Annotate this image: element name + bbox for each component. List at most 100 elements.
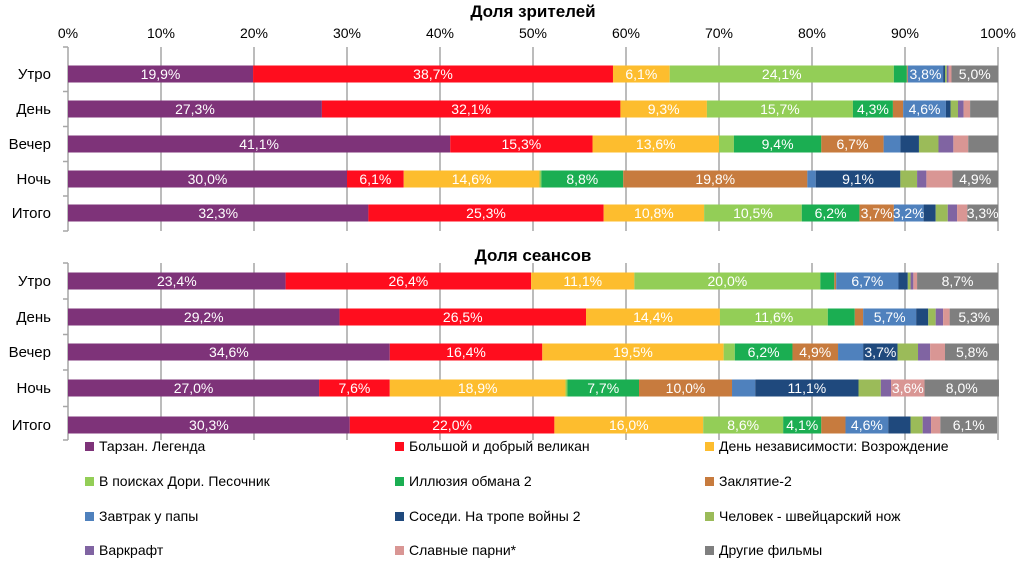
bar-segment	[935, 204, 948, 222]
bar-segment	[952, 170, 998, 188]
data-label: 6,1%	[953, 417, 985, 433]
chart-title-viewers: Доля зрителей	[470, 2, 595, 21]
x-tick-label: 100%	[980, 25, 1016, 41]
bar-segment	[970, 100, 998, 118]
category-label: Итого	[12, 205, 51, 222]
data-label: 6,7%	[851, 273, 883, 289]
bar-segment	[945, 100, 951, 118]
legend-label: Тарзан. Легенда	[99, 438, 206, 454]
bar-segment	[801, 204, 860, 222]
bar-segment	[838, 343, 864, 361]
data-label: 19,9%	[141, 66, 181, 82]
x-tick-label: 10%	[147, 25, 175, 41]
category-label: Ночь	[17, 171, 52, 188]
bar-segment	[706, 100, 853, 118]
data-label: 3,8%	[909, 66, 941, 82]
bar-segment	[68, 170, 347, 188]
bar-segment	[938, 135, 954, 153]
data-label: 29,2%	[184, 309, 224, 325]
bar-segment	[389, 379, 566, 397]
legend-item: Другие фильмы	[705, 542, 822, 558]
bar-segment	[947, 204, 958, 222]
data-label: 4,6%	[851, 417, 883, 433]
data-label: 11,1%	[788, 380, 827, 396]
data-label: 22,0%	[432, 417, 472, 433]
bar-segment	[922, 416, 932, 434]
bar-segment	[450, 135, 593, 153]
bar-segment	[321, 100, 621, 118]
bar-segment	[913, 272, 918, 290]
data-label: 4,1%	[786, 417, 818, 433]
bar-segment	[930, 343, 945, 361]
bar-segment	[639, 379, 733, 397]
bar-segment	[783, 416, 822, 434]
bar-segment	[926, 170, 953, 188]
bar-segment	[845, 416, 889, 434]
data-label: 4,6%	[909, 101, 941, 117]
data-label: 26,5%	[443, 309, 483, 325]
bar-segment	[723, 343, 735, 361]
data-label: 30,0%	[188, 171, 228, 187]
bar-segment	[734, 343, 793, 361]
legend-swatch	[705, 477, 714, 486]
data-label: 15,7%	[760, 101, 800, 117]
bar-segment	[891, 379, 925, 397]
data-label: 3,6%	[892, 380, 924, 396]
bar-segment	[953, 135, 969, 153]
bar-segment	[918, 135, 939, 153]
bar-segment	[906, 65, 908, 83]
data-label: 32,1%	[451, 101, 491, 117]
bar-segment	[68, 343, 390, 361]
legend-item: Заклятие-2	[705, 473, 792, 489]
legend-swatch	[705, 442, 714, 451]
legend-swatch	[395, 442, 404, 451]
data-label: 6,1%	[625, 66, 657, 82]
bar-segment	[541, 170, 624, 188]
bar-segment	[854, 308, 864, 326]
bar-segment	[883, 135, 901, 153]
bar-segment	[68, 100, 322, 118]
data-label: 11,6%	[755, 309, 794, 325]
data-label: 4,9%	[959, 171, 991, 187]
bar-segment	[733, 135, 822, 153]
bar-segment	[931, 416, 941, 434]
bar-segment	[923, 204, 936, 222]
data-label: 27,3%	[175, 101, 215, 117]
bar-segment	[554, 416, 704, 434]
data-label: 27,0%	[174, 380, 214, 396]
data-label: 9,4%	[762, 136, 794, 152]
data-label: 19,8%	[695, 171, 735, 187]
legend-swatch	[705, 546, 714, 555]
bar-segment	[917, 170, 927, 188]
legend-label: День независимости: Возрождение	[719, 438, 949, 454]
bar-segment	[612, 65, 670, 83]
data-label: 3,7%	[861, 205, 893, 221]
bar-segment	[917, 272, 998, 290]
x-tick-label: 90%	[891, 25, 919, 41]
bar-segment	[603, 204, 705, 222]
data-label: 10,0%	[666, 380, 706, 396]
bar-segment	[935, 308, 944, 326]
data-label: 7,7%	[587, 380, 619, 396]
bar-segment	[719, 135, 734, 153]
bar-segment	[821, 135, 884, 153]
data-label: 30,3%	[189, 417, 229, 433]
legend-label: Большой и добрый великан	[409, 438, 590, 454]
bar-segment	[821, 416, 846, 434]
legend-label: Человек - швейцарский нож	[719, 508, 901, 524]
data-label: 8,6%	[727, 417, 759, 433]
legend-item: Тарзан. Легенда	[85, 438, 206, 454]
data-label: 6,1%	[359, 171, 391, 187]
bar-segment	[567, 379, 640, 397]
legend-label: Соседи. На тропе войны 2	[409, 508, 581, 524]
data-label: 10,8%	[634, 205, 674, 221]
data-label: 8,0%	[946, 380, 978, 396]
bar-segment	[669, 65, 894, 83]
legend-label: Заклятие-2	[719, 473, 792, 489]
bar-segment	[858, 379, 881, 397]
bar-segment	[531, 272, 635, 290]
bar-segment	[859, 204, 894, 222]
x-tick-label: 20%	[240, 25, 268, 41]
bar-segment	[958, 100, 964, 118]
bar-segment	[592, 135, 719, 153]
